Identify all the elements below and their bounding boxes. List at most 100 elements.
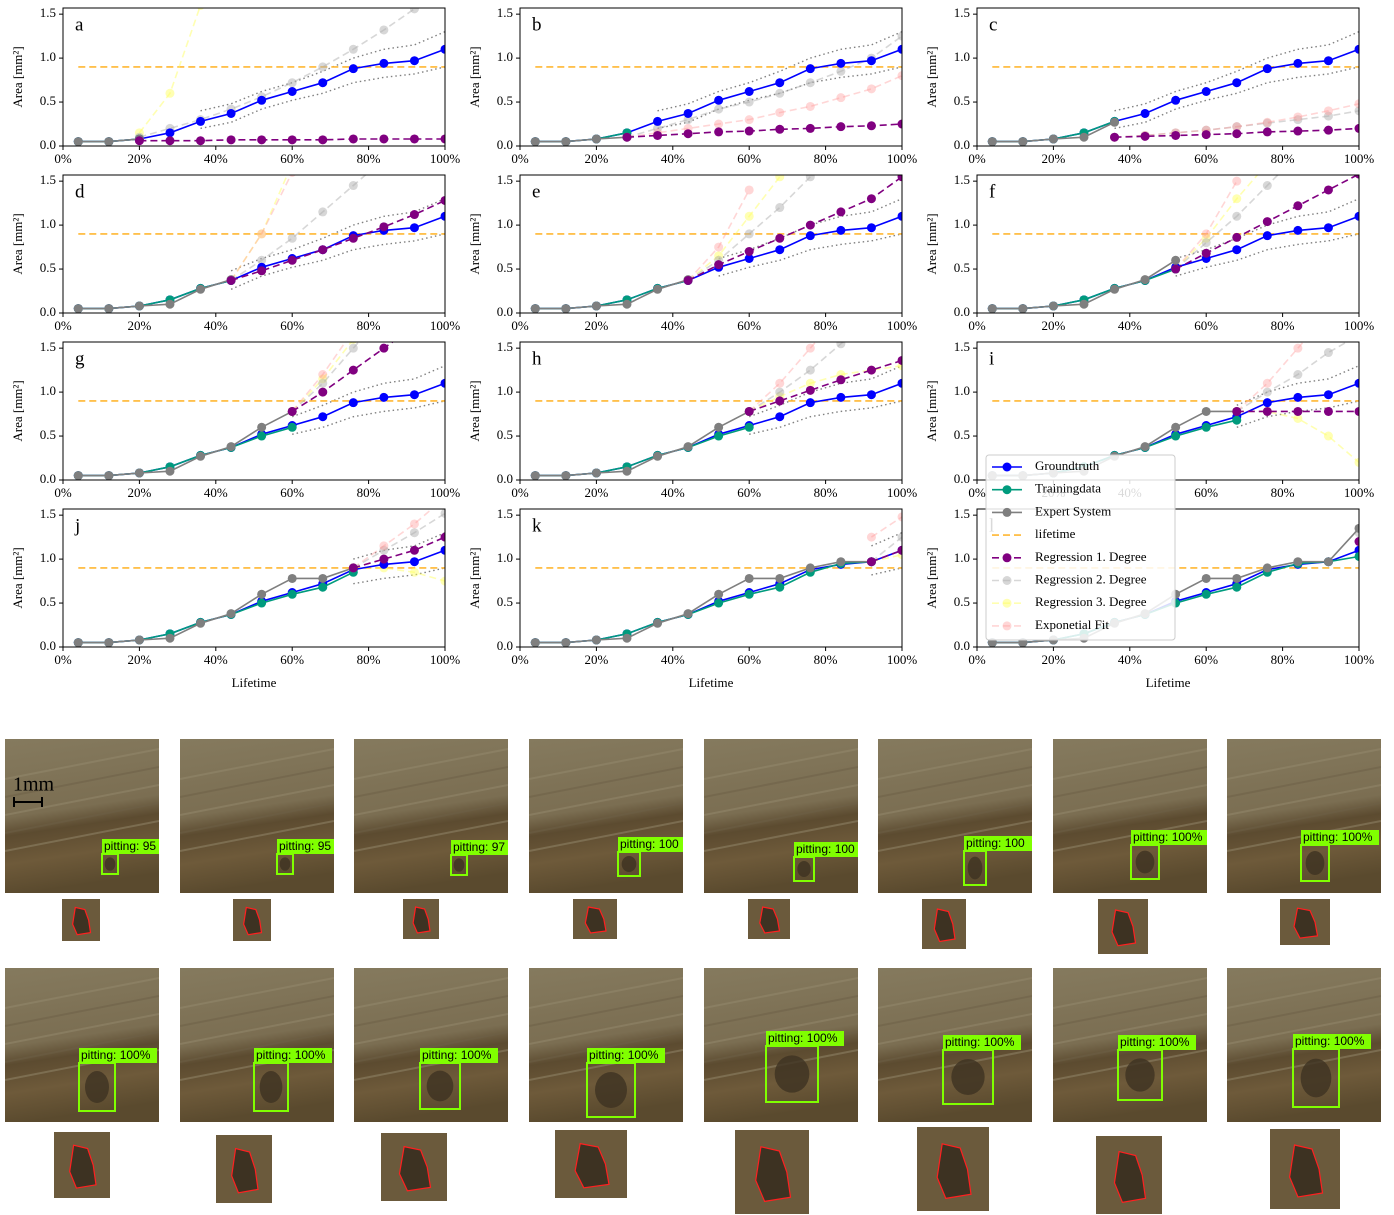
series-marker (165, 633, 175, 643)
y-tick-label: 0.0 (40, 471, 56, 486)
series-marker (744, 229, 754, 239)
detection-label-bg (618, 837, 683, 852)
x-tick-label: 40% (1118, 318, 1142, 333)
y-tick-label: 1.0 (954, 49, 970, 64)
x-tick-label: 40% (661, 485, 685, 500)
series-marker (805, 78, 815, 88)
detection-label: pitting: 95 (104, 839, 156, 853)
legend-label: Exponetial Fit (1035, 617, 1109, 632)
series-line (687, 176, 902, 282)
series-marker (1354, 44, 1359, 54)
series-marker (379, 541, 389, 551)
series-marker (73, 638, 83, 647)
series-line (353, 567, 445, 582)
photo-streak (354, 820, 508, 852)
pit (1300, 1058, 1332, 1098)
photo-streak (5, 977, 159, 1009)
series-marker (1262, 231, 1272, 241)
series-marker (348, 365, 358, 375)
series-marker (409, 210, 419, 220)
photo-streak (180, 802, 334, 834)
series-marker (165, 299, 175, 309)
series-marker (134, 301, 144, 311)
series-marker (653, 130, 663, 140)
photo: pitting: 100% (1053, 968, 1207, 1122)
photo-streak (529, 802, 683, 834)
panel-label: h (532, 348, 542, 369)
x-tick-label: 20% (1041, 652, 1065, 667)
plot-area (63, 342, 445, 480)
series-marker (805, 64, 815, 74)
panel-label: j (74, 515, 80, 536)
series-marker (1323, 223, 1333, 233)
series-marker (379, 343, 389, 353)
y-tick-label: 0.5 (40, 93, 56, 108)
x-tick-label: 60% (1194, 652, 1218, 667)
series-marker (409, 519, 419, 529)
series-marker (104, 137, 114, 146)
detection-label: pitting: 100% (81, 1048, 151, 1062)
y-tick-label: 0.5 (954, 427, 970, 442)
series-line (748, 364, 902, 413)
series-marker (1293, 112, 1303, 122)
series-line (230, 199, 445, 282)
y-axis-label: Area [mm²] (467, 547, 482, 608)
series-marker (867, 313, 876, 322)
series-marker (714, 242, 724, 252)
series-marker (1293, 392, 1303, 402)
series-marker (1048, 134, 1058, 144)
x-tick-label: 40% (661, 151, 685, 166)
series-marker (318, 370, 328, 380)
photo-streak (1227, 748, 1381, 780)
photo-streak (529, 1013, 683, 1045)
y-tick-label: 1.0 (40, 550, 56, 565)
series-marker (440, 134, 445, 144)
series-marker (1323, 557, 1333, 567)
series-marker (226, 275, 236, 285)
axes-frame (976, 174, 1360, 314)
y-tick-label: 0.0 (497, 471, 513, 486)
photo-streak (180, 784, 334, 816)
series-marker (104, 638, 114, 647)
y-tick-label: 0.0 (954, 137, 970, 152)
series-marker (287, 87, 297, 97)
series-marker (1140, 275, 1150, 285)
y-tick-label: 1.5 (954, 172, 970, 187)
photo-streak (1053, 784, 1207, 816)
x-tick-label: 20% (584, 485, 608, 500)
series-marker (744, 185, 754, 195)
x-tick-label: 40% (204, 485, 228, 500)
photo-streak (5, 995, 159, 1027)
x-tick-label: 40% (661, 652, 685, 667)
photo-streak (878, 820, 1032, 852)
series-marker (591, 134, 601, 144)
series-line (230, 198, 445, 272)
series-marker (165, 128, 175, 138)
y-tick-label: 0.0 (954, 638, 970, 653)
series-marker (287, 135, 297, 145)
series-marker (1232, 232, 1242, 242)
series-marker (318, 62, 328, 72)
x-axis-label: Lifetime (232, 675, 277, 690)
photo-streak (354, 995, 508, 1027)
series-marker (1232, 122, 1242, 132)
crop-outline (231, 1147, 259, 1194)
series-marker (379, 554, 389, 564)
series-marker (897, 532, 902, 542)
photo-streak (529, 995, 683, 1027)
series-marker (714, 260, 724, 270)
series-marker (134, 635, 144, 645)
photo-streak (529, 1031, 683, 1063)
series-line (78, 278, 232, 310)
series-marker (196, 284, 206, 294)
photo-streak (354, 977, 508, 1009)
detection-label: pitting: 100% (1120, 1035, 1190, 1049)
detection-label: pitting: 100 (620, 837, 679, 851)
y-tick-label: 1.5 (40, 172, 56, 187)
x-tick-label: 20% (1041, 318, 1065, 333)
series-marker (1293, 370, 1303, 380)
series-marker (530, 638, 540, 647)
series-marker (897, 119, 902, 129)
x-tick-label: 100% (1344, 485, 1375, 500)
photo-streak (1053, 802, 1207, 834)
